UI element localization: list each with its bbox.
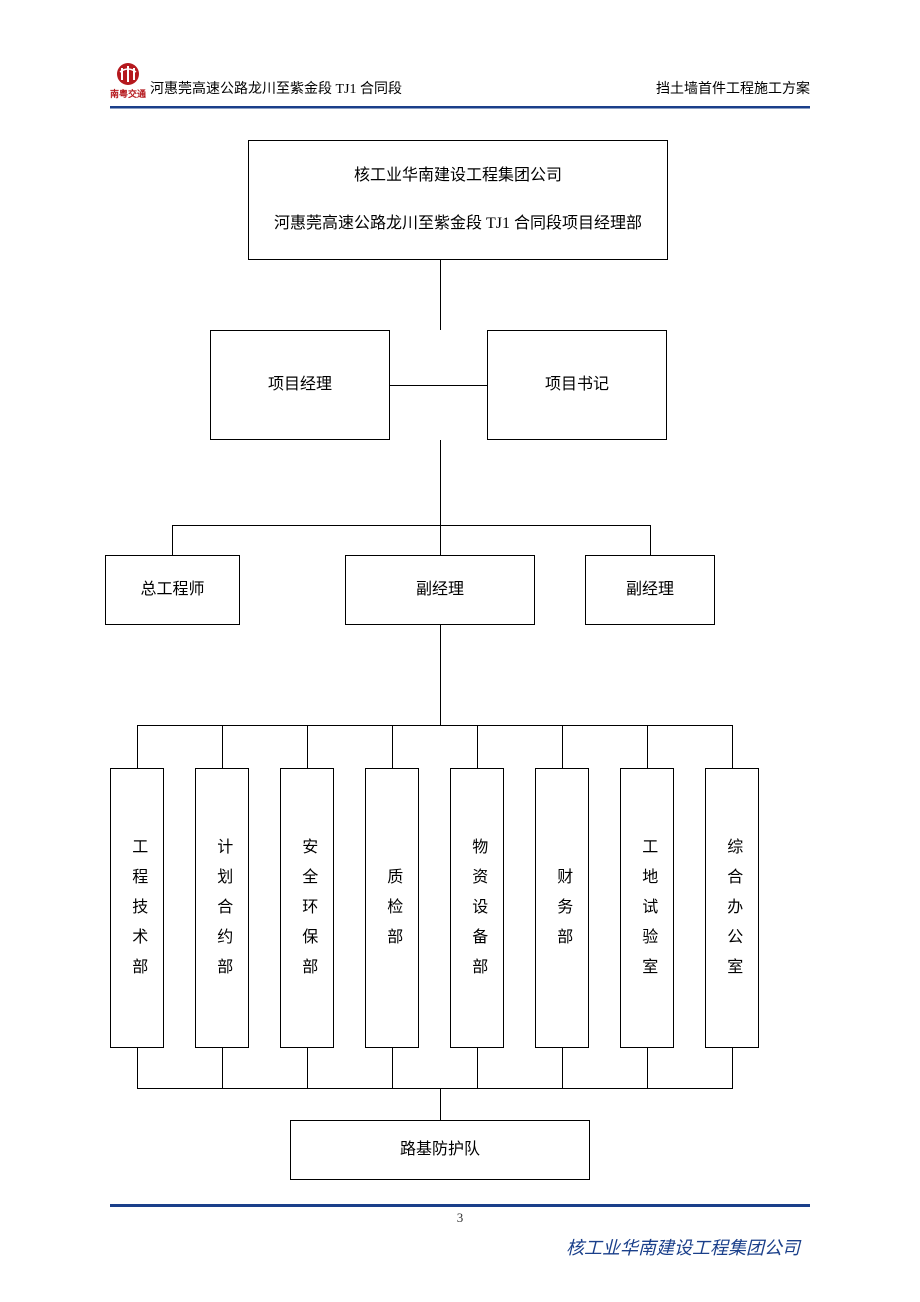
label-ce: 总工程师: [140, 575, 204, 605]
label-ps: 项目书记: [545, 370, 609, 400]
connector-b5v: [477, 1048, 478, 1088]
connector-d7v: [647, 725, 648, 768]
node-dept-office: 综合办公室: [705, 768, 759, 1048]
connector-d2v: [222, 725, 223, 768]
connector-l3_to_l4_v: [440, 625, 441, 725]
node-company-hq: 核工业华南建设工程集团公司 河惠莞高速公路龙川至紫金段 TJ1 合同段项目经理部: [248, 140, 668, 260]
node-dept-materials: 物资设备部: [450, 768, 504, 1048]
connector-d3v: [307, 725, 308, 768]
connector-l3_bus: [172, 525, 650, 526]
label-d5: 物资设备部: [462, 838, 492, 988]
node-dept-engineering: 工程技术部: [110, 768, 164, 1048]
connector-b7v: [647, 1048, 648, 1088]
connector-l4_bus: [137, 725, 732, 726]
connector-d5v: [477, 725, 478, 768]
label-d6: 财务部: [547, 868, 577, 958]
label-d7: 工地试验室: [632, 838, 662, 988]
connector-b4v: [392, 1048, 393, 1088]
node-dept-lab: 工地试验室: [620, 768, 674, 1048]
connector-d6v: [562, 725, 563, 768]
node-vice-manager-1: 副经理: [345, 555, 535, 625]
label-vm2: 副经理: [626, 575, 674, 605]
connector-l3_drop2: [440, 525, 441, 555]
org-chart: 核工业华南建设工程集团公司 河惠莞高速公路龙川至紫金段 TJ1 合同段项目经理部…: [0, 0, 920, 1302]
node-dept-finance: 财务部: [535, 768, 589, 1048]
connector-l2_to_l3_v: [440, 440, 441, 525]
node-dept-planning: 计划合约部: [195, 768, 249, 1048]
node-project-secretary: 项目书记: [487, 330, 667, 440]
connector-b_to_team: [440, 1088, 441, 1120]
connector-l3_drop3: [650, 525, 651, 555]
label-d3: 安全环保部: [292, 838, 322, 988]
node-dept-quality: 质检部: [365, 768, 419, 1048]
connector-d8v: [732, 725, 733, 768]
node-protection-team: 路基防护队: [290, 1120, 590, 1180]
node-top-line1: 核工业华南建设工程集团公司: [274, 161, 642, 191]
node-vice-manager-2: 副经理: [585, 555, 715, 625]
connector-b2v: [222, 1048, 223, 1088]
label-team: 路基防护队: [400, 1135, 480, 1165]
label-d1: 工程技术部: [122, 838, 152, 988]
connector-b8v: [732, 1048, 733, 1088]
connector-d4v: [392, 725, 393, 768]
connector-l3_drop1: [172, 525, 173, 555]
node-dept-safety: 安全环保部: [280, 768, 334, 1048]
node-chief-engineer: 总工程师: [105, 555, 240, 625]
footer-company: 核工业华南建设工程集团公司: [566, 1234, 800, 1260]
page-number: 3: [0, 1210, 920, 1226]
label-d8: 综合办公室: [717, 838, 747, 988]
label-d2: 计划合约部: [207, 838, 237, 988]
connector-b1v: [137, 1048, 138, 1088]
label-pm: 项目经理: [268, 370, 332, 400]
label-d4: 质检部: [377, 868, 407, 958]
label-vm1: 副经理: [416, 575, 464, 605]
connector-b6v: [562, 1048, 563, 1088]
connector-top_to_l2_v: [440, 260, 441, 330]
connector-d1v: [137, 725, 138, 768]
connector-b3v: [307, 1048, 308, 1088]
connector-b_bus: [137, 1088, 733, 1089]
page: 南粤交通 河惠莞高速公路龙川至紫金段 TJ1 合同段 挡土墙首件工程施工方案 核…: [0, 0, 920, 1302]
footer-rule: [110, 1204, 810, 1207]
node-top-line2: 河惠莞高速公路龙川至紫金段 TJ1 合同段项目经理部: [274, 209, 642, 239]
node-project-manager: 项目经理: [210, 330, 390, 440]
